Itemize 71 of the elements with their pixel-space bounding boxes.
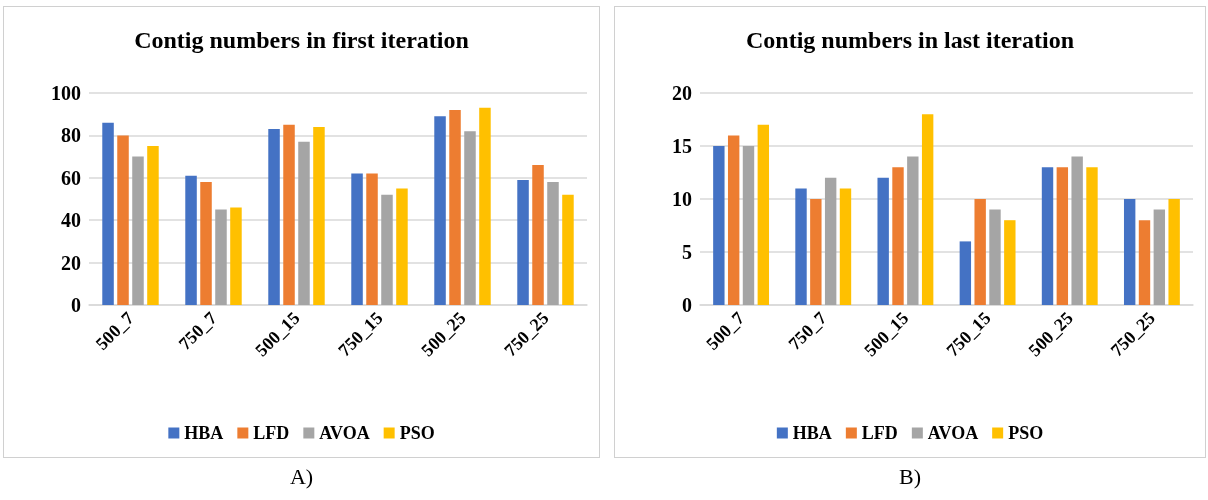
chart-title: Contig numbers in first iteration [134, 27, 469, 53]
bar [547, 182, 559, 305]
bar [434, 116, 446, 305]
bar [795, 188, 807, 305]
legend-label: AVOA [927, 423, 979, 443]
legend-label: AVOA [319, 423, 370, 443]
bar [562, 194, 574, 305]
bar [117, 135, 129, 305]
y-tick-label: 20 [672, 82, 692, 104]
legend-label: PSO [1008, 423, 1044, 443]
bar [1086, 167, 1098, 305]
bar [185, 175, 197, 305]
bar [313, 126, 325, 305]
bar [200, 182, 212, 305]
bar [215, 209, 227, 305]
chart-title: Contig numbers in last iteration [745, 27, 1075, 53]
bar [1138, 220, 1151, 305]
bar [1153, 209, 1166, 305]
bar [396, 188, 408, 305]
y-tick-label: 0 [682, 294, 692, 316]
y-tick-label: 20 [61, 251, 81, 274]
bar [907, 156, 919, 305]
bar [757, 124, 770, 305]
bar [449, 109, 461, 305]
bar [727, 135, 740, 305]
bar [892, 167, 904, 305]
legend-label: HBA [184, 423, 224, 443]
text: A) [288, 464, 315, 490]
bar [102, 122, 114, 305]
legend-label: LFD [861, 423, 898, 443]
legend-label: HBA [792, 423, 832, 443]
y-tick-label: 10 [672, 188, 692, 210]
bar [147, 146, 159, 305]
bar [351, 173, 363, 305]
bar [989, 209, 1001, 305]
y-tick-label: 60 [61, 166, 81, 189]
bar [810, 199, 822, 305]
bar [742, 146, 755, 305]
y-tick-label: 40 [61, 209, 81, 232]
bar [1004, 220, 1016, 305]
bar [479, 107, 491, 305]
bar [230, 207, 242, 305]
legend-label: LFD [253, 423, 290, 443]
bar [366, 173, 378, 305]
bar [1071, 156, 1083, 305]
bar [1041, 167, 1054, 305]
bar [298, 141, 310, 305]
bar [283, 124, 295, 305]
bar [1168, 199, 1180, 305]
bar [532, 165, 544, 305]
bar [839, 188, 852, 305]
y-tick-label: 15 [672, 135, 692, 157]
bar [1123, 199, 1136, 305]
bar [517, 179, 529, 305]
bar [824, 177, 837, 305]
y-tick-label: 80 [61, 124, 81, 147]
bar [713, 146, 725, 305]
y-tick-label: 100 [51, 82, 81, 104]
bar [268, 129, 280, 305]
bar [132, 156, 144, 305]
bar [381, 194, 393, 305]
bar [464, 131, 476, 305]
bar [877, 177, 889, 305]
bar [959, 241, 972, 305]
text: B) [898, 464, 922, 490]
bar [921, 114, 934, 305]
bar [974, 199, 986, 305]
y-tick-label: 5 [682, 241, 692, 263]
legend-label: PSO [399, 423, 435, 443]
bar [1056, 167, 1069, 305]
y-tick-label: 0 [71, 294, 81, 316]
